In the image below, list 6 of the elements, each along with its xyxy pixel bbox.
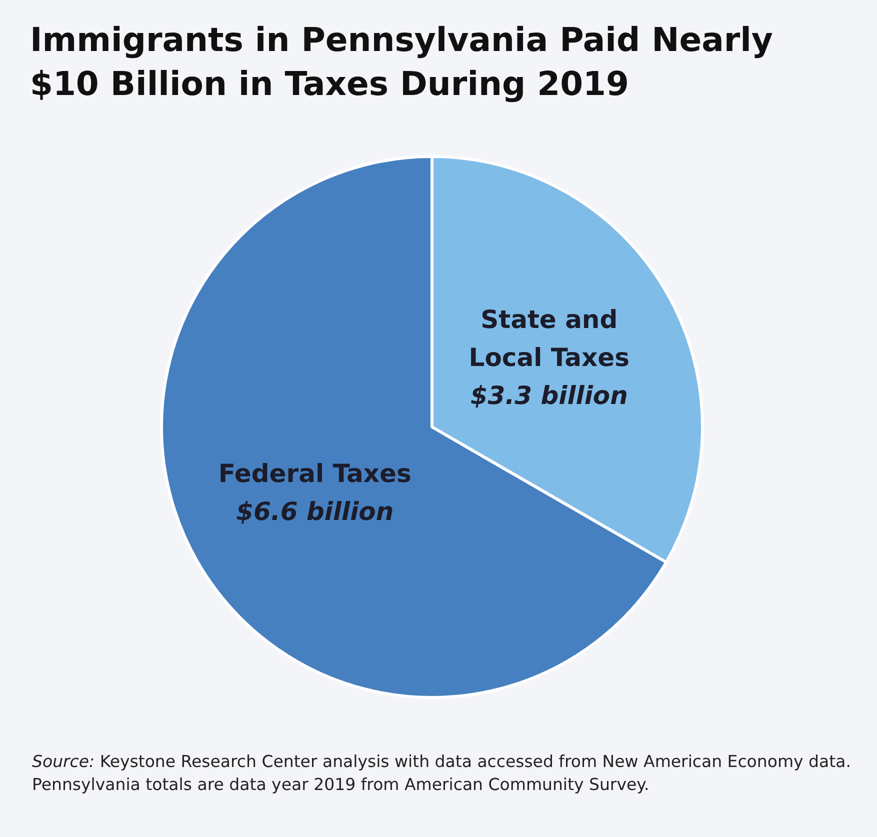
slice-label: Federal Taxes	[218, 459, 412, 488]
data-label: $6.6 billion	[236, 497, 394, 526]
data-label: $3.3 billion	[470, 380, 628, 410]
chart-title: Immigrants in Pennsylvania Paid Nearly $10 Billion in Taxes During 2019	[30, 19, 774, 105]
slice-label: State and Local Taxes	[468, 304, 630, 372]
source-note: Source: Keystone Research Center analysis with data accessed from New American Economy data. Pennsylvania totals are data year 2019 from American Community Survey.	[32, 751, 852, 796]
